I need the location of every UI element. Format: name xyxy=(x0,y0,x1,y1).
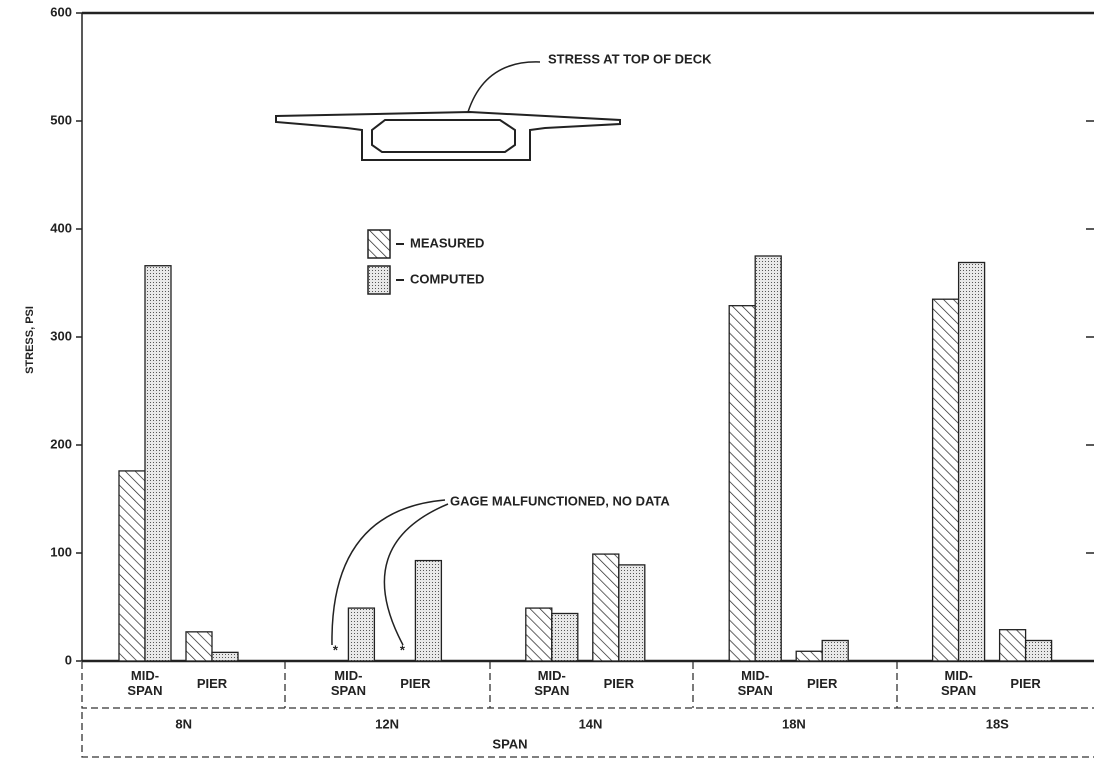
x-tick-label: MID- SPAN xyxy=(330,668,366,698)
null-marker: * xyxy=(333,642,339,657)
x-tick-label: PIER xyxy=(400,676,431,691)
arrow xyxy=(331,499,446,646)
arrow xyxy=(383,503,449,646)
bar xyxy=(754,255,782,662)
bar xyxy=(821,639,849,662)
bar xyxy=(1024,639,1053,662)
bar xyxy=(795,650,823,662)
legend-label: MEASURED xyxy=(410,235,484,250)
bar xyxy=(118,470,146,662)
bar xyxy=(185,631,213,662)
x-tick-label: PIER xyxy=(196,676,228,691)
bar xyxy=(998,629,1027,662)
annotation: STRESS AT TOP OF DECK xyxy=(548,51,712,66)
x-tick-label: MID- SPAN xyxy=(737,668,773,698)
y-tick-label: 400 xyxy=(50,220,72,235)
bar xyxy=(211,651,239,662)
x-tick-label: PIER xyxy=(807,676,838,691)
group-label: 18S xyxy=(986,716,1009,731)
group-label: 12N xyxy=(375,716,399,731)
bar xyxy=(144,265,172,662)
legend-swatch xyxy=(367,265,391,295)
bar xyxy=(931,298,960,662)
x-tick-label: MID- SPAN xyxy=(941,668,977,698)
null-marker: * xyxy=(400,642,406,657)
bar xyxy=(728,305,756,662)
deck-void xyxy=(371,119,516,153)
group-label: 18N xyxy=(782,716,806,731)
annotation: GAGE MALFUNCTIONED, NO DATA xyxy=(450,493,670,508)
y-tick-label: 200 xyxy=(50,436,72,451)
x-tick-label: MID- SPAN xyxy=(127,668,163,698)
bar xyxy=(551,612,579,662)
brace xyxy=(81,662,1094,758)
x-axis-label: SPAN xyxy=(492,736,527,751)
y-axis-label: STRESS, PSI xyxy=(24,306,36,374)
bar xyxy=(347,607,376,662)
legend-swatch xyxy=(367,229,391,259)
group-label: 14N xyxy=(579,716,603,731)
x-tick-label: PIER xyxy=(1010,676,1041,691)
y-tick-label: 300 xyxy=(50,328,72,343)
y-tick-label: 0 xyxy=(65,652,72,667)
bar xyxy=(525,607,553,662)
arrow xyxy=(467,61,541,113)
legend-label: COMPUTED xyxy=(410,271,484,286)
y-tick-label: 600 xyxy=(50,4,72,19)
bar xyxy=(414,559,443,662)
deck-section xyxy=(275,110,621,161)
group-label: 8N xyxy=(175,716,192,731)
bar xyxy=(592,553,620,662)
y-tick-label: 500 xyxy=(50,112,72,127)
x-tick-label: MID- SPAN xyxy=(534,668,570,698)
x-tick-label: PIER xyxy=(603,676,634,691)
bar xyxy=(957,261,986,662)
y-tick-label: 100 xyxy=(50,544,72,559)
bar xyxy=(618,564,646,662)
